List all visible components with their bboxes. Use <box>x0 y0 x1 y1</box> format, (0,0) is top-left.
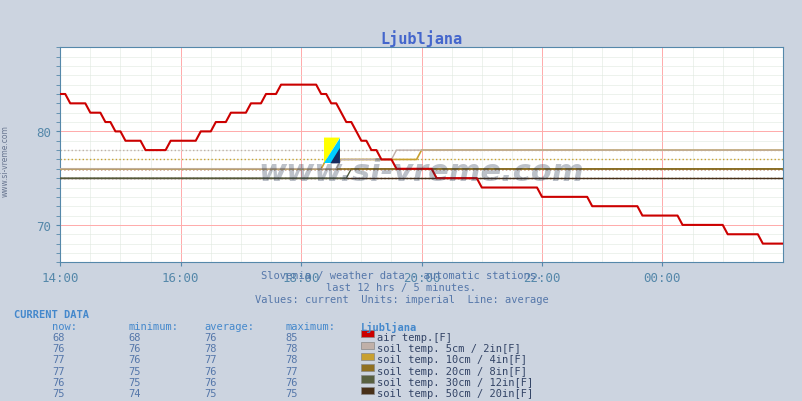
Text: soil temp. 20cm / 8in[F]: soil temp. 20cm / 8in[F] <box>377 366 527 376</box>
Text: 76: 76 <box>128 343 141 353</box>
Text: soil temp. 10cm / 4in[F]: soil temp. 10cm / 4in[F] <box>377 354 527 365</box>
Text: air temp.[F]: air temp.[F] <box>377 332 452 342</box>
Text: 76: 76 <box>128 354 141 365</box>
Text: 76: 76 <box>52 377 65 387</box>
Text: 74: 74 <box>128 388 141 398</box>
Text: 76: 76 <box>285 377 298 387</box>
Text: Slovenia / weather data - automatic stations.: Slovenia / weather data - automatic stat… <box>261 271 541 281</box>
Text: 77: 77 <box>52 354 65 365</box>
Title: Ljubljana: Ljubljana <box>380 30 462 47</box>
Text: 76: 76 <box>205 332 217 342</box>
Text: now:: now: <box>52 321 77 331</box>
Text: 68: 68 <box>128 332 141 342</box>
Text: average:: average: <box>205 321 254 331</box>
Text: last 12 hrs / 5 minutes.: last 12 hrs / 5 minutes. <box>326 283 476 293</box>
Polygon shape <box>323 138 339 164</box>
Text: www.si-vreme.com: www.si-vreme.com <box>258 158 584 187</box>
Text: 78: 78 <box>285 343 298 353</box>
Text: 78: 78 <box>285 354 298 365</box>
Text: 75: 75 <box>205 388 217 398</box>
Text: 76: 76 <box>205 366 217 376</box>
Text: 78: 78 <box>205 343 217 353</box>
Text: 76: 76 <box>205 377 217 387</box>
Text: soil temp. 5cm / 2in[F]: soil temp. 5cm / 2in[F] <box>377 343 520 353</box>
Text: 75: 75 <box>128 377 141 387</box>
Text: 77: 77 <box>205 354 217 365</box>
Text: Ljubljana: Ljubljana <box>361 321 417 332</box>
Polygon shape <box>330 148 339 164</box>
Text: Values: current  Units: imperial  Line: average: Values: current Units: imperial Line: av… <box>254 295 548 305</box>
Text: www.si-vreme.com: www.si-vreme.com <box>1 125 10 196</box>
Text: soil temp. 30cm / 12in[F]: soil temp. 30cm / 12in[F] <box>377 377 533 387</box>
Text: soil temp. 50cm / 20in[F]: soil temp. 50cm / 20in[F] <box>377 388 533 398</box>
Text: 68: 68 <box>52 332 65 342</box>
Text: 75: 75 <box>52 388 65 398</box>
Text: 75: 75 <box>285 388 298 398</box>
Text: 85: 85 <box>285 332 298 342</box>
Text: minimum:: minimum: <box>128 321 178 331</box>
Text: CURRENT DATA: CURRENT DATA <box>14 309 89 319</box>
Text: 75: 75 <box>128 366 141 376</box>
Text: maximum:: maximum: <box>285 321 334 331</box>
Text: 77: 77 <box>285 366 298 376</box>
Polygon shape <box>323 138 339 164</box>
Text: 76: 76 <box>52 343 65 353</box>
Text: 77: 77 <box>52 366 65 376</box>
